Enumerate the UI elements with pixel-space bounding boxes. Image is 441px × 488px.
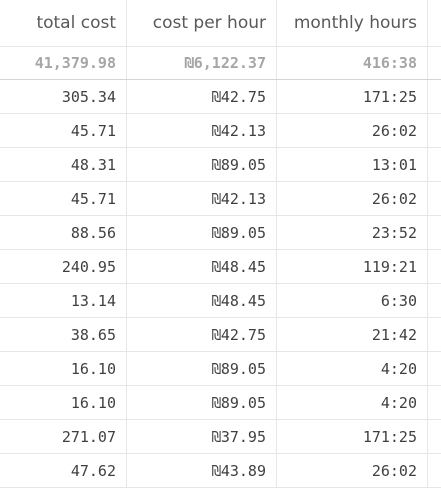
column-header-cost-per-hour[interactable]: cost per hour bbox=[127, 0, 277, 46]
cell-monthly-hours[interactable]: 119:21 bbox=[277, 250, 428, 283]
cell-cost-per-hour[interactable]: ₪89.05 bbox=[127, 386, 277, 419]
cell-monthly-hours[interactable]: 13:01 bbox=[277, 148, 428, 181]
row-overflow-cell bbox=[428, 284, 441, 317]
cell-monthly-hours[interactable]: 171:25 bbox=[277, 420, 428, 453]
cell-cost-per-hour[interactable]: ₪48.45 bbox=[127, 284, 277, 317]
cell-cost-per-hour[interactable]: ₪42.13 bbox=[127, 182, 277, 215]
table-body: 305.34 ₪42.75 171:25 45.71 ₪42.13 26:02 48.31 ₪… bbox=[0, 80, 441, 488]
cell-total-cost[interactable]: 88.56 bbox=[0, 216, 127, 249]
cell-cost-per-hour[interactable]: ₪43.89 bbox=[127, 454, 277, 487]
cell-cost-per-hour[interactable]: ₪42.13 bbox=[127, 114, 277, 147]
totals-row: 41,379.98 ₪6,122.37 416:38 bbox=[0, 47, 441, 80]
cell-cost-per-hour[interactable]: ₪42.75 bbox=[127, 318, 277, 351]
cell-total-cost[interactable]: 240.95 bbox=[0, 250, 127, 283]
row-overflow-cell bbox=[428, 114, 441, 147]
table-row[interactable]: 47.62 ₪43.89 26:02 bbox=[0, 454, 441, 488]
table-row[interactable]: 13.14 ₪48.45 6:30 bbox=[0, 284, 441, 318]
table-row[interactable]: 48.31 ₪89.05 13:01 bbox=[0, 148, 441, 182]
table-row[interactable]: 305.34 ₪42.75 171:25 bbox=[0, 80, 441, 114]
cell-total-cost[interactable]: 16.10 bbox=[0, 386, 127, 419]
total-cost-per-hour: ₪6,122.37 bbox=[127, 47, 277, 79]
column-header-monthly-hours[interactable]: monthly hours bbox=[277, 0, 428, 46]
row-overflow-cell bbox=[428, 182, 441, 215]
total-total-cost: 41,379.98 bbox=[0, 47, 127, 79]
row-overflow-cell bbox=[428, 318, 441, 351]
column-header-total-cost[interactable]: total cost bbox=[0, 0, 127, 46]
cell-monthly-hours[interactable]: 171:25 bbox=[277, 80, 428, 113]
cell-monthly-hours[interactable]: 26:02 bbox=[277, 182, 428, 215]
cell-total-cost[interactable]: 13.14 bbox=[0, 284, 127, 317]
cell-cost-per-hour[interactable]: ₪89.05 bbox=[127, 148, 277, 181]
column-header-overflow bbox=[428, 0, 441, 46]
cell-cost-per-hour[interactable]: ₪89.05 bbox=[127, 216, 277, 249]
cell-total-cost[interactable]: 271.07 bbox=[0, 420, 127, 453]
cell-monthly-hours[interactable]: 21:42 bbox=[277, 318, 428, 351]
row-overflow-cell bbox=[428, 420, 441, 453]
table-row[interactable]: 16.10 ₪89.05 4:20 bbox=[0, 352, 441, 386]
cell-cost-per-hour[interactable]: ₪89.05 bbox=[127, 352, 277, 385]
table-header-row: total cost cost per hour monthly hours bbox=[0, 0, 441, 47]
table-row[interactable]: 45.71 ₪42.13 26:02 bbox=[0, 182, 441, 216]
cell-cost-per-hour[interactable]: ₪42.75 bbox=[127, 80, 277, 113]
totals-overflow-cell bbox=[428, 47, 441, 79]
cell-cost-per-hour[interactable]: ₪48.45 bbox=[127, 250, 277, 283]
row-overflow-cell bbox=[428, 216, 441, 249]
row-overflow-cell bbox=[428, 386, 441, 419]
cell-total-cost[interactable]: 45.71 bbox=[0, 182, 127, 215]
cell-total-cost[interactable]: 16.10 bbox=[0, 352, 127, 385]
table-row[interactable]: 45.71 ₪42.13 26:02 bbox=[0, 114, 441, 148]
cell-monthly-hours[interactable]: 6:30 bbox=[277, 284, 428, 317]
row-overflow-cell bbox=[428, 80, 441, 113]
cell-monthly-hours[interactable]: 26:02 bbox=[277, 114, 428, 147]
cell-total-cost[interactable]: 45.71 bbox=[0, 114, 127, 147]
cell-total-cost[interactable]: 305.34 bbox=[0, 80, 127, 113]
table-row[interactable]: 16.10 ₪89.05 4:20 bbox=[0, 386, 441, 420]
cell-cost-per-hour[interactable]: ₪37.95 bbox=[127, 420, 277, 453]
cell-monthly-hours[interactable]: 26:02 bbox=[277, 454, 428, 487]
table-row[interactable]: 271.07 ₪37.95 171:25 bbox=[0, 420, 441, 454]
row-overflow-cell bbox=[428, 454, 441, 487]
table-row[interactable]: 240.95 ₪48.45 119:21 bbox=[0, 250, 441, 284]
row-overflow-cell bbox=[428, 148, 441, 181]
row-overflow-cell bbox=[428, 352, 441, 385]
cell-monthly-hours[interactable]: 4:20 bbox=[277, 386, 428, 419]
cell-total-cost[interactable]: 48.31 bbox=[0, 148, 127, 181]
cell-total-cost[interactable]: 38.65 bbox=[0, 318, 127, 351]
table-row[interactable]: 88.56 ₪89.05 23:52 bbox=[0, 216, 441, 250]
cell-monthly-hours[interactable]: 23:52 bbox=[277, 216, 428, 249]
cell-monthly-hours[interactable]: 4:20 bbox=[277, 352, 428, 385]
cell-total-cost[interactable]: 47.62 bbox=[0, 454, 127, 487]
total-monthly-hours: 416:38 bbox=[277, 47, 428, 79]
table-row[interactable]: 38.65 ₪42.75 21:42 bbox=[0, 318, 441, 352]
row-overflow-cell bbox=[428, 250, 441, 283]
